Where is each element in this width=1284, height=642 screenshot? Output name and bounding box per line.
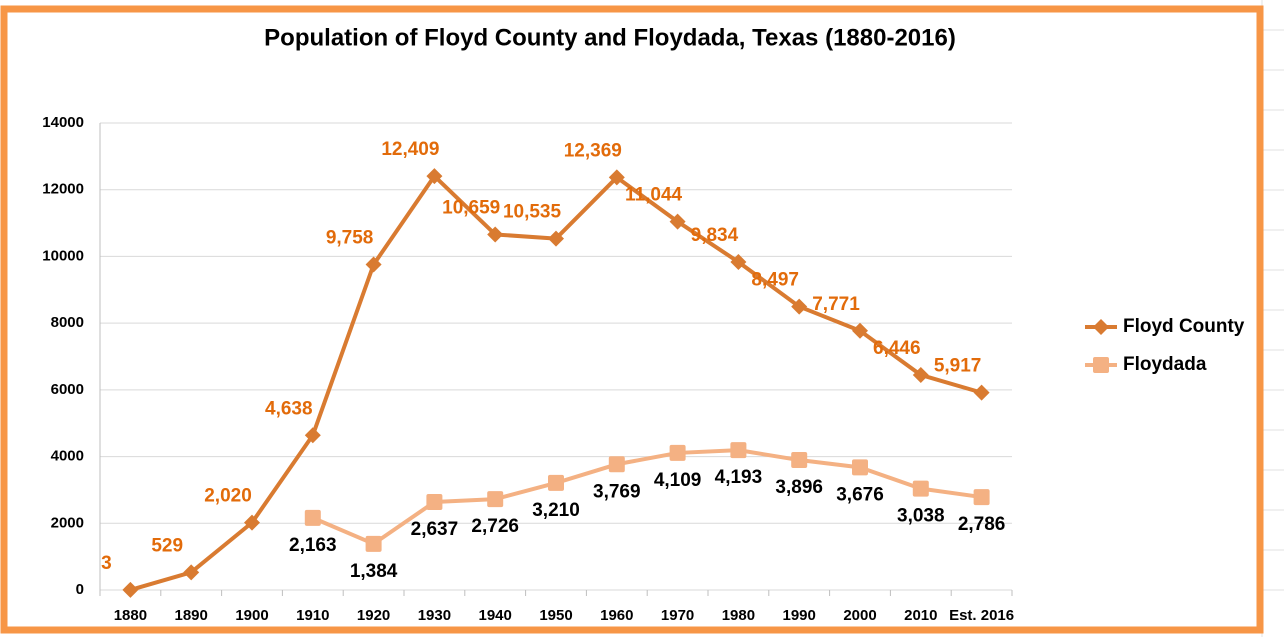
marker bbox=[365, 535, 382, 552]
data-label: 9,758 bbox=[326, 228, 374, 249]
y-tick-label: 6000 bbox=[51, 381, 84, 398]
chart-border bbox=[0, 5, 1264, 634]
marker bbox=[791, 452, 808, 469]
marker bbox=[304, 427, 321, 444]
legend-label: Floyd County bbox=[1123, 316, 1245, 337]
data-label: 2,637 bbox=[411, 519, 459, 540]
data-label: 12,369 bbox=[564, 140, 622, 161]
marker bbox=[487, 226, 504, 243]
marker bbox=[183, 564, 200, 581]
marker bbox=[973, 384, 990, 401]
data-label: 8,497 bbox=[751, 270, 799, 291]
data-label: 3 bbox=[101, 553, 112, 574]
marker bbox=[548, 230, 564, 247]
y-tick-label: 14000 bbox=[42, 114, 84, 131]
marker bbox=[365, 256, 382, 273]
data-label: 3,676 bbox=[836, 484, 884, 505]
data-label: 4,638 bbox=[265, 398, 313, 419]
marker bbox=[852, 459, 868, 476]
data-label: 9,834 bbox=[691, 225, 739, 246]
data-label: 10,535 bbox=[503, 202, 562, 223]
x-tick-label: 1980 bbox=[722, 607, 755, 624]
marker bbox=[973, 489, 990, 506]
y-tick-label: 10000 bbox=[42, 247, 84, 264]
data-label: 4,109 bbox=[654, 470, 702, 491]
x-tick-label: 1970 bbox=[661, 607, 694, 624]
data-label: 3,769 bbox=[593, 481, 641, 502]
marker bbox=[669, 444, 686, 461]
data-label: 3,896 bbox=[775, 477, 823, 498]
x-tick-label: 1930 bbox=[418, 607, 451, 624]
legend-label: Floydada bbox=[1123, 354, 1207, 375]
marker bbox=[669, 213, 686, 230]
x-tick-label: Est. 2016 bbox=[949, 607, 1014, 624]
data-label: 5,917 bbox=[934, 356, 982, 377]
marker bbox=[608, 456, 625, 473]
data-label: 7,771 bbox=[812, 294, 860, 315]
marker bbox=[852, 322, 868, 339]
y-tick-label: 0 bbox=[76, 581, 84, 598]
data-label: 529 bbox=[151, 535, 183, 556]
data-label: 4,193 bbox=[715, 467, 763, 488]
marker bbox=[730, 253, 747, 270]
data-label: 3,038 bbox=[897, 506, 945, 527]
x-tick-label: 1900 bbox=[235, 607, 268, 624]
marker bbox=[1093, 319, 1109, 335]
data-label: 2,786 bbox=[958, 514, 1006, 535]
marker bbox=[912, 366, 929, 383]
data-label: 11,044 bbox=[625, 185, 682, 206]
data-label: 2,163 bbox=[289, 535, 337, 556]
x-tick-label: 1890 bbox=[175, 607, 208, 624]
marker bbox=[244, 514, 260, 531]
marker bbox=[791, 298, 808, 315]
data-label: 2,726 bbox=[471, 516, 519, 537]
marker bbox=[608, 169, 625, 186]
x-tick-label: 1920 bbox=[357, 607, 390, 624]
y-tick-label: 12000 bbox=[42, 181, 84, 198]
y-tick-label: 2000 bbox=[51, 514, 84, 531]
x-tick-label: 2000 bbox=[843, 607, 876, 624]
x-tick-label: 1940 bbox=[479, 607, 512, 624]
marker bbox=[730, 442, 747, 459]
sheet-grid bbox=[1261, 0, 1284, 637]
marker bbox=[548, 474, 564, 491]
marker bbox=[487, 491, 504, 508]
x-tick-label: 2010 bbox=[904, 607, 937, 624]
chart-title: Population of Floyd County and Floydada,… bbox=[264, 24, 956, 51]
marker bbox=[426, 168, 443, 185]
data-label: 12,409 bbox=[381, 139, 439, 160]
x-tick-label: 1950 bbox=[539, 607, 572, 624]
x-tick-label: 1910 bbox=[296, 607, 329, 624]
data-label: 2,020 bbox=[204, 486, 252, 507]
marker bbox=[1093, 357, 1109, 373]
marker bbox=[304, 509, 321, 526]
x-tick-label: 1990 bbox=[783, 607, 816, 624]
x-tick-label: 1960 bbox=[600, 607, 633, 624]
marker bbox=[912, 480, 929, 497]
data-label: 3,210 bbox=[532, 500, 580, 521]
series-line bbox=[312, 448, 982, 546]
y-tick-label: 8000 bbox=[51, 314, 84, 331]
marker bbox=[426, 494, 443, 511]
data-label: 10,659 bbox=[442, 197, 500, 218]
data-label: 6,446 bbox=[873, 338, 921, 359]
marker bbox=[122, 581, 139, 598]
y-tick-label: 4000 bbox=[51, 448, 84, 465]
x-tick-label: 1880 bbox=[114, 607, 147, 624]
data-label: 1,384 bbox=[350, 561, 398, 582]
